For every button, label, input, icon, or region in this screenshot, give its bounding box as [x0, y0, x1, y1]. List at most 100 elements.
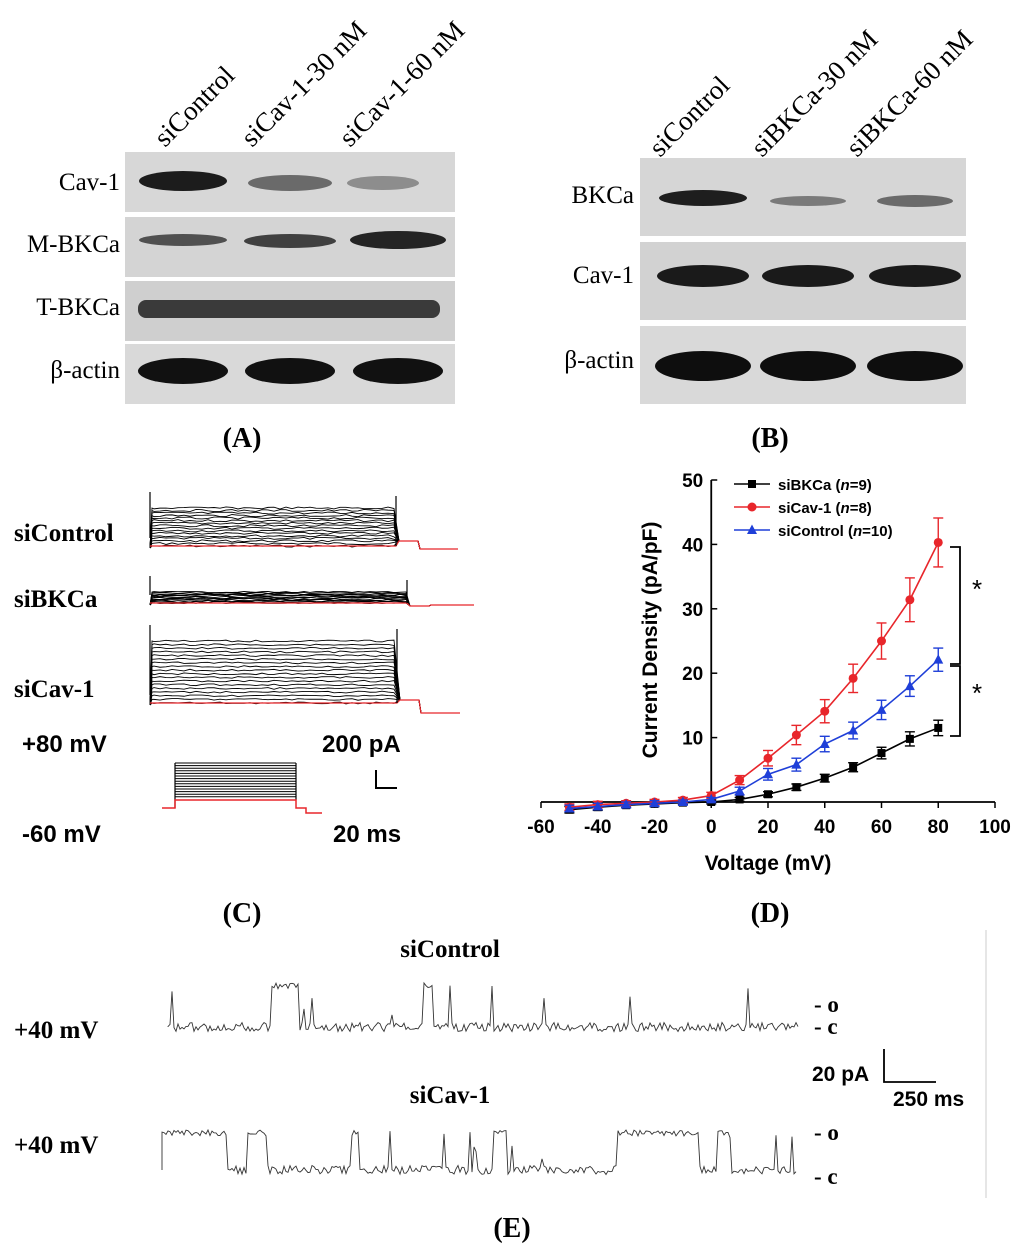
significance-bracket-2 [950, 665, 961, 737]
open-level-1: - o [814, 992, 839, 1017]
trace-label-sicontrol: siControl [14, 520, 114, 547]
lane-label-b1: siControl [643, 70, 735, 162]
single-channel-voltage-1: +40 mV [14, 1017, 98, 1044]
significance-star-2: * [972, 678, 982, 708]
significance-bracket-1 [950, 546, 961, 665]
data-point [820, 706, 830, 716]
series-siBKCa [564, 719, 944, 814]
trace-label-sibkca: siBKCa [14, 586, 98, 613]
current-sweep [149, 650, 460, 714]
scale-bar-c [375, 770, 397, 789]
trace-family [149, 625, 460, 714]
scale-current-c: 200 pA [322, 731, 401, 758]
panel-e: siControl +40 mV siCav-1 +40 mV - o - c … [14, 930, 987, 1244]
band-b-actin-1 [655, 351, 751, 381]
band-b-cav1-1 [657, 265, 749, 287]
data-point [791, 759, 802, 769]
current-sweep [149, 600, 474, 607]
data-point [934, 723, 943, 732]
row-label-a-actin: β-actin [50, 357, 120, 384]
panel-label-a: (A) [223, 423, 262, 454]
data-point [592, 801, 603, 811]
whole-cell-traces [149, 492, 474, 714]
panel-d: -60 -40 -20 0 20 40 60 80 100 10 20 30 40 50 siBKCa (… [527, 471, 1011, 929]
current-sweep [149, 665, 460, 714]
series-line [569, 659, 939, 810]
panel-b: siControl siBKCa-30 nM siBKCa-60 nM BKCa… [564, 24, 978, 454]
data-point [849, 763, 858, 772]
legend-entry: siCav-1 (n=8) [778, 500, 872, 517]
y-tick-label: 10 [682, 729, 703, 750]
x-tick-label: 0 [706, 817, 717, 838]
trace-family [149, 492, 458, 550]
current-sweep [149, 540, 458, 550]
data-point [933, 654, 944, 664]
panel-a: siControl siCav-1-30 nM siCav-1-60 nM Ca… [27, 15, 470, 454]
row-label-b-bkca: BKCa [572, 182, 635, 209]
current-sweep [149, 643, 460, 714]
row-label-b-actin: β-actin [564, 347, 634, 374]
band-a-actin-3 [353, 358, 443, 384]
legend-entry: siBKCa (n=9) [778, 477, 872, 494]
current-sweep [149, 676, 460, 714]
series-siControl [564, 647, 944, 813]
current-sweep [149, 592, 474, 607]
open-level-2: - o [814, 1120, 839, 1145]
legend-entry: siControl (n=10) [778, 523, 893, 540]
voltage-protocol [162, 762, 322, 814]
scale-time-c: 20 ms [333, 821, 401, 848]
significance-star-1: * [972, 574, 982, 604]
x-tick-label: 60 [871, 817, 892, 838]
baseline-sweep [150, 699, 460, 714]
current-sweep [149, 698, 460, 714]
current-sweep [149, 534, 458, 550]
baseline-sweep [150, 602, 474, 607]
scale-current-e: 20 pA [812, 1063, 869, 1086]
panel-label-e: (E) [493, 1213, 530, 1244]
row-label-a-cav1: Cav-1 [59, 169, 120, 196]
band-a-tbkca [138, 300, 440, 318]
band-a-cav1-2 [248, 175, 332, 191]
current-sweep [149, 597, 474, 607]
x-tick-label: 80 [928, 817, 949, 838]
current-sweep [149, 511, 458, 550]
data-point [649, 797, 660, 808]
x-tick-label: 20 [757, 817, 778, 838]
band-a-actin-1 [138, 358, 228, 384]
current-sweep [149, 531, 458, 550]
data-point [621, 799, 632, 809]
single-channel-title-1: siControl [400, 936, 500, 963]
current-sweep [149, 661, 460, 714]
single-channel-trace [167, 981, 799, 1033]
current-sweep [149, 508, 458, 550]
current-sweep [149, 529, 458, 550]
data-point [819, 738, 830, 749]
single-channel-voltage-2: +40 mV [14, 1132, 98, 1159]
data-point [877, 636, 886, 646]
panel-c: siControl siBKCa siCav-1 +80 mV -60 mV 2… [14, 492, 474, 929]
current-sweep [149, 514, 458, 550]
band-b-cav1-2 [762, 265, 854, 287]
series-line [569, 542, 939, 808]
data-point [933, 537, 943, 547]
data-point [820, 774, 829, 783]
iv-chart: -60 -40 -20 0 20 40 60 80 100 10 20 30 40 50 siBKCa (… [527, 471, 1011, 875]
data-point [848, 673, 858, 683]
current-sweep [149, 657, 460, 714]
chart-legend: siBKCa (n=9) siCav-1 (n=8) siControl (n=10… [734, 477, 893, 540]
chart-series [564, 517, 944, 814]
current-sweep [149, 639, 460, 714]
chart-axes: -60 -40 -20 0 20 40 60 80 100 10 20 30 40 50 [527, 471, 1011, 838]
x-tick-label: -60 [527, 817, 554, 838]
data-point [734, 785, 745, 796]
row-label-a-mbkca: M-BKCa [27, 231, 120, 258]
current-sweep [149, 596, 474, 607]
data-point [735, 775, 745, 785]
x-tick-label: -20 [641, 817, 668, 838]
current-sweep [149, 516, 458, 550]
current-sweep [149, 646, 460, 714]
x-tick-label: 100 [979, 817, 1011, 838]
current-sweep [149, 519, 458, 550]
scale-bar-e [883, 1049, 936, 1083]
single-channel-trace [161, 1128, 797, 1176]
